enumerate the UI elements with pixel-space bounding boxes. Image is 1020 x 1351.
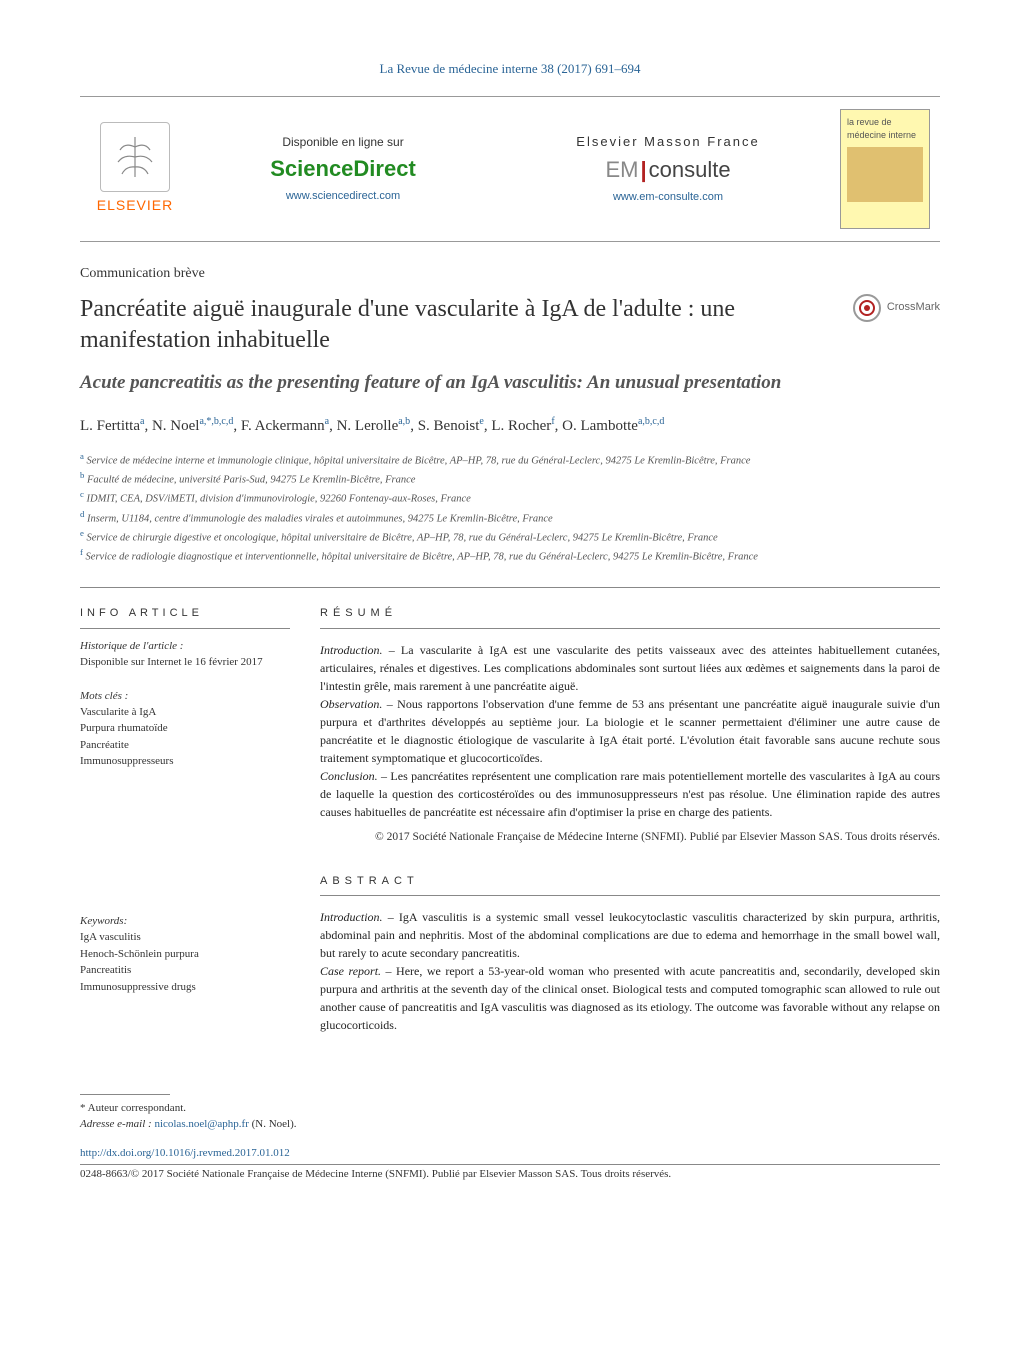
abstract-case-lead: Case report. – <box>320 964 392 978</box>
article-title-en: Acute pancreatitis as the presenting fea… <box>80 370 940 396</box>
abstract-case-text: Here, we report a 53-year-old woman who … <box>320 964 940 1032</box>
doi-link[interactable]: http://dx.doi.org/10.1016/j.revmed.2017.… <box>80 1147 290 1159</box>
em-text: EM <box>605 157 638 182</box>
mots-cles-label: Mots clés : <box>80 689 290 704</box>
authors-list: L. Fertittaa, N. Noela,*,b,c,d, F. Acker… <box>80 414 940 438</box>
affiliation-item: e Service de chirurgie digestive et onco… <box>80 527 940 546</box>
affiliation-item: d Inserm, U1184, centre d'immunologie de… <box>80 508 940 527</box>
resume-copyright: © 2017 Société Nationale Française de Mé… <box>320 829 940 846</box>
keywords-label: Keywords: <box>80 914 290 929</box>
affiliations-list: a Service de médecine interne et immunol… <box>80 450 940 566</box>
abstract-heading: ABSTRACT <box>320 874 940 896</box>
article-type: Communication brève <box>80 264 940 284</box>
crossmark-icon <box>853 294 881 322</box>
cover-image-icon <box>847 147 923 202</box>
elsevier-masson-label: Elsevier Masson France <box>576 133 759 151</box>
email-label: Adresse e-mail : <box>80 1118 152 1130</box>
resume-conc-lead: Conclusion. – <box>320 769 387 783</box>
abstract-body: Introduction. – IgA vasculitis is a syst… <box>320 908 940 1034</box>
info-article-heading: INFO ARTICLE <box>80 606 290 628</box>
history-label: Historique de l'article : <box>80 639 290 654</box>
journal-reference: La Revue de médecine interne 38 (2017) 6… <box>80 60 940 78</box>
journal-ref-link[interactable]: La Revue de médecine interne 38 (2017) 6… <box>380 61 641 76</box>
keyword-item: Immunosuppressive drugs <box>80 979 290 996</box>
resume-conc-text: Les pancréatites représentent une compli… <box>320 769 940 819</box>
article-title-fr: Pancréatite aiguë inaugurale d'une vascu… <box>80 294 833 356</box>
mots-cles-item: Vascularite à IgA <box>80 704 290 721</box>
footnote-rule <box>80 1094 170 1095</box>
resume-intro-lead: Introduction. – <box>320 643 395 657</box>
publisher-banner: ELSEVIER Disponible en ligne sur Science… <box>80 96 940 242</box>
resume-obs-text: Nous rapportons l'observation d'une femm… <box>320 697 940 765</box>
keyword-item: Henoch-Schönlein purpura <box>80 946 290 963</box>
mots-cles-item: Immunosuppresseurs <box>80 753 290 770</box>
crossmark-label: CrossMark <box>887 300 940 315</box>
issn-copyright: 0248-8663/© 2017 Société Nationale Franç… <box>80 1167 940 1182</box>
resume-obs-lead: Observation. – <box>320 697 393 711</box>
corresponding-author: * Auteur correspondant. <box>80 1101 940 1116</box>
sciencedirect-logo[interactable]: ScienceDirect <box>270 154 416 185</box>
affiliation-item: a Service de médecine interne et immunol… <box>80 450 940 469</box>
elsevier-tree-icon <box>100 122 170 192</box>
em-consulte-logo[interactable]: EM|consulte <box>576 155 759 186</box>
resume-body: Introduction. – La vascularite à IgA est… <box>320 641 940 821</box>
abstract-intro-text: IgA vasculitis is a systemic small vesse… <box>320 910 940 960</box>
em-consulte-url[interactable]: www.em-consulte.com <box>576 190 759 205</box>
page-footer: * Auteur correspondant. Adresse e-mail :… <box>80 1094 940 1182</box>
keywords-list: IgA vasculitisHenoch-Schönlein purpuraPa… <box>80 929 290 995</box>
mots-cles-item: Purpura rhumatoïde <box>80 720 290 737</box>
affiliation-item: c IDMIT, CEA, DSV/iMETI, division d'immu… <box>80 488 940 507</box>
elsevier-logo[interactable]: ELSEVIER <box>80 122 190 216</box>
history-text: Disponible sur Internet le 16 février 20… <box>80 654 290 671</box>
crossmark-badge[interactable]: CrossMark <box>853 294 940 322</box>
mots-cles-item: Pancréatite <box>80 737 290 754</box>
available-online-label: Disponible en ligne sur <box>270 134 416 151</box>
affiliation-item: f Service de radiologie diagnostique et … <box>80 546 940 565</box>
keyword-item: Pancreatitis <box>80 962 290 979</box>
cover-title: la revue de médecine interne <box>847 116 923 141</box>
resume-heading: RÉSUMÉ <box>320 606 940 628</box>
sciencedirect-url[interactable]: www.sciencedirect.com <box>270 189 416 204</box>
consulte-text: consulte <box>649 157 731 182</box>
bottom-rule <box>80 1164 940 1165</box>
email-link[interactable]: nicolas.noel@aphp.fr <box>154 1118 248 1130</box>
email-name: (N. Noel). <box>252 1118 297 1130</box>
elsevier-wordmark: ELSEVIER <box>97 196 173 216</box>
affiliation-item: b Faculté de médecine, université Paris-… <box>80 469 940 488</box>
mots-cles-list: Vascularite à IgAPurpura rhumatoïdePancr… <box>80 704 290 770</box>
journal-cover-thumbnail[interactable]: la revue de médecine interne <box>840 109 930 229</box>
abstract-intro-lead: Introduction. – <box>320 910 394 924</box>
em-bar-icon: | <box>640 157 646 182</box>
keyword-item: IgA vasculitis <box>80 929 290 946</box>
resume-intro-text: La vascularite à IgA est une vascularite… <box>320 643 940 693</box>
